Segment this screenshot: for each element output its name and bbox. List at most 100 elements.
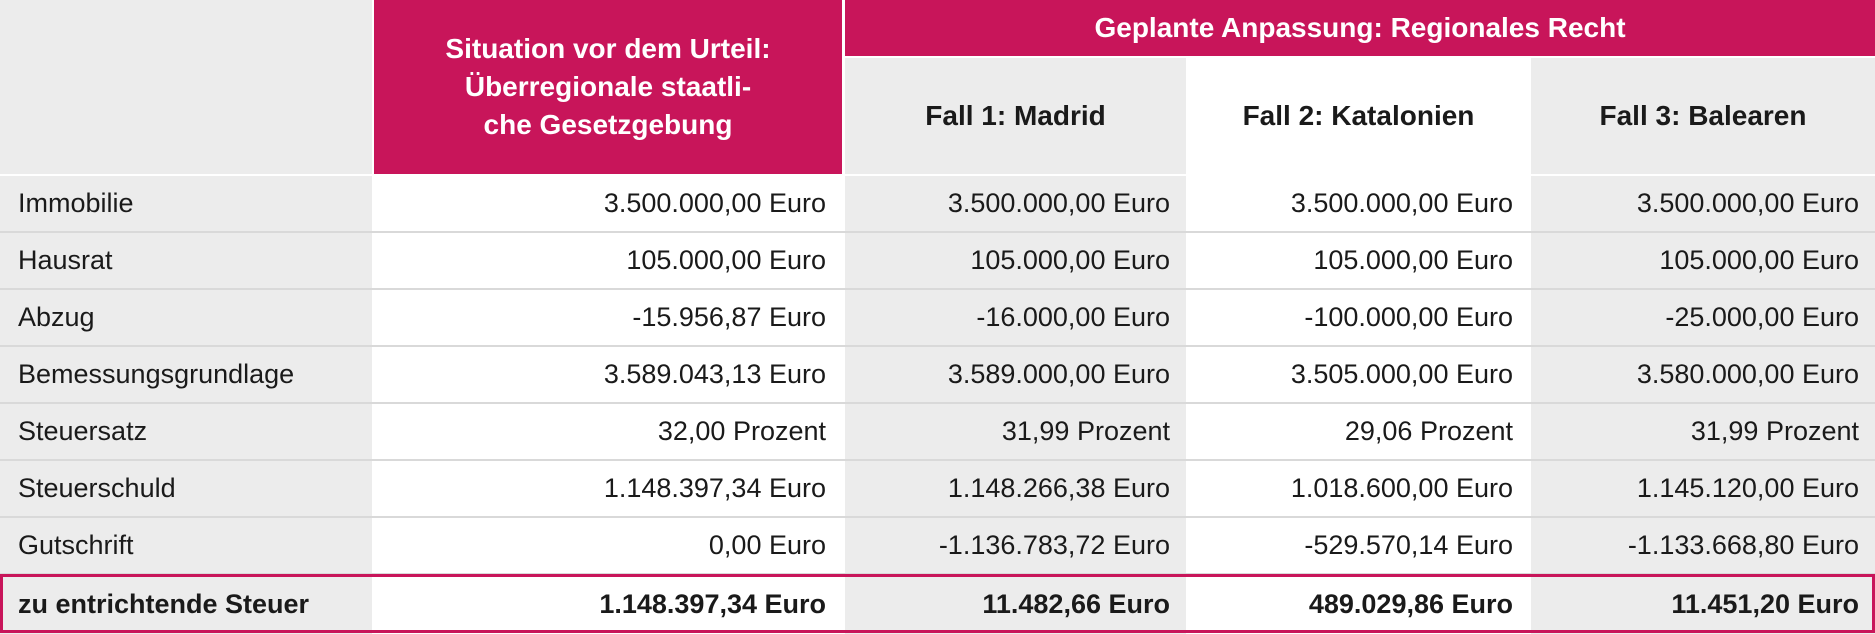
row-divider <box>0 288 1875 290</box>
row-value: 3.505.000,00 Euro <box>1290 359 1513 389</box>
row-value: -15.956,87 Euro <box>632 302 826 332</box>
row-value: 3.500.000,00 Euro <box>1636 188 1859 218</box>
row-value: 3.580.000,00 Euro <box>1636 359 1859 389</box>
total-value-cell: 1.148.397,34 Euro <box>374 575 842 634</box>
header-empty-cell <box>0 0 372 174</box>
header-situation-cell: Situation vor dem Urteil: Überregionale … <box>374 0 842 174</box>
value-cell: 3.500.000,00 Euro <box>845 176 1186 231</box>
row-divider <box>0 231 1875 233</box>
row-divider <box>0 402 1875 404</box>
row-value: 1.148.397,34 Euro <box>603 473 826 503</box>
total-value-cell: 11.451,20 Euro <box>1531 575 1875 634</box>
value-cell: -1.133.668,80 Euro <box>1531 518 1875 573</box>
row-value: -1.136.783,72 Euro <box>938 530 1170 560</box>
value-cell: 3.580.000,00 Euro <box>1531 347 1875 402</box>
row-value: 1.148.266,38 Euro <box>947 473 1170 503</box>
total-row-label-cell: zu entrichtende Steuer <box>0 575 372 634</box>
row-value: 1.145.120,00 Euro <box>1636 473 1859 503</box>
value-cell: -1.136.783,72 Euro <box>845 518 1186 573</box>
row-label: Steuerschuld <box>18 473 176 503</box>
row-label: Gutschrift <box>18 530 134 560</box>
row-divider <box>0 345 1875 347</box>
value-cell: 1.145.120,00 Euro <box>1531 461 1875 516</box>
value-cell: 105.000,00 Euro <box>1531 233 1875 288</box>
value-cell: 105.000,00 Euro <box>845 233 1186 288</box>
value-cell: 1.018.600,00 Euro <box>1188 461 1529 516</box>
row-value: 105.000,00 Euro <box>970 245 1170 275</box>
total-value: 11.451,20 Euro <box>1671 589 1859 619</box>
header-situation-line-2: Überregionale staatli- <box>464 71 752 102</box>
row-value: 105.000,00 Euro <box>1659 245 1859 275</box>
row-label-cell: Bemessungsgrundlage <box>0 347 372 402</box>
row-value: 105.000,00 Euro <box>626 245 826 275</box>
row-label: Bemessungsgrundlage <box>18 359 295 389</box>
row-value: 105.000,00 Euro <box>1313 245 1513 275</box>
row-label-cell: Hausrat <box>0 233 372 288</box>
row-value: 29,06 Prozent <box>1344 416 1513 446</box>
row-label: Immobilie <box>18 188 134 218</box>
row-label: Hausrat <box>18 245 113 275</box>
value-cell: -15.956,87 Euro <box>374 290 842 345</box>
value-cell: 1.148.397,34 Euro <box>374 461 842 516</box>
total-value-cell: 489.029,86 Euro <box>1188 575 1529 634</box>
header-situation-line-3: che Gesetzgebung <box>483 109 733 140</box>
row-label-cell: Immobilie <box>0 176 372 231</box>
value-cell: 105.000,00 Euro <box>374 233 842 288</box>
value-cell: 29,06 Prozent <box>1188 404 1529 459</box>
total-value: 1.148.397,34 Euro <box>599 589 826 619</box>
value-cell: 105.000,00 Euro <box>1188 233 1529 288</box>
row-value: 3.589.043,13 Euro <box>603 359 826 389</box>
total-value: 11.482,66 Euro <box>982 589 1170 619</box>
row-label-cell: Gutschrift <box>0 518 372 573</box>
header-case-1-cell: Fall 1: Madrid <box>845 58 1186 174</box>
value-cell: -100.000,00 Euro <box>1188 290 1529 345</box>
value-cell: 3.500.000,00 Euro <box>1531 176 1875 231</box>
header-case-1-label: Fall 1: Madrid <box>925 100 1106 131</box>
header-group-cell: Geplante Anpassung: Regionales Recht <box>845 0 1875 56</box>
row-value: -25.000,00 Euro <box>1665 302 1859 332</box>
value-cell: 3.500.000,00 Euro <box>374 176 842 231</box>
row-value: -529.570,14 Euro <box>1304 530 1513 560</box>
value-cell: 3.589.000,00 Euro <box>845 347 1186 402</box>
header-case-2-label: Fall 2: Katalonien <box>1242 100 1475 131</box>
row-divider <box>0 516 1875 518</box>
value-cell: 0,00 Euro <box>374 518 842 573</box>
row-label: Abzug <box>18 302 95 332</box>
value-cell: 31,99 Prozent <box>1531 404 1875 459</box>
row-value: 3.589.000,00 Euro <box>947 359 1170 389</box>
row-label-cell: Abzug <box>0 290 372 345</box>
row-value: 1.018.600,00 Euro <box>1290 473 1513 503</box>
row-divider <box>0 459 1875 461</box>
row-value: 3.500.000,00 Euro <box>1290 188 1513 218</box>
row-value: 31,99 Prozent <box>1690 416 1859 446</box>
value-cell: -529.570,14 Euro <box>1188 518 1529 573</box>
row-value: -100.000,00 Euro <box>1304 302 1513 332</box>
header-case-3-cell: Fall 3: Balearen <box>1531 58 1875 174</box>
row-label-cell: Steuerschuld <box>0 461 372 516</box>
value-cell: 31,99 Prozent <box>845 404 1186 459</box>
header-situation-line-1: Situation vor dem Urteil: <box>445 33 771 64</box>
value-cell: -16.000,00 Euro <box>845 290 1186 345</box>
header-case-2-cell: Fall 2: Katalonien <box>1188 58 1529 174</box>
row-value: 3.500.000,00 Euro <box>947 188 1170 218</box>
row-value: -1.133.668,80 Euro <box>1627 530 1859 560</box>
row-value: 31,99 Prozent <box>1001 416 1170 446</box>
value-cell: 32,00 Prozent <box>374 404 842 459</box>
row-label-cell: Steuersatz <box>0 404 372 459</box>
value-cell: 3.589.043,13 Euro <box>374 347 842 402</box>
row-value: -16.000,00 Euro <box>976 302 1170 332</box>
row-value: 0,00 Euro <box>708 530 826 560</box>
total-value-cell: 11.482,66 Euro <box>845 575 1186 634</box>
value-cell: -25.000,00 Euro <box>1531 290 1875 345</box>
total-row-label: zu entrichtende Steuer <box>18 589 310 619</box>
row-label: Steuersatz <box>18 416 148 446</box>
header-case-3-label: Fall 3: Balearen <box>1599 100 1807 131</box>
row-value: 32,00 Prozent <box>657 416 826 446</box>
row-value: 3.500.000,00 Euro <box>603 188 826 218</box>
total-value: 489.029,86 Euro <box>1308 589 1513 619</box>
value-cell: 3.505.000,00 Euro <box>1188 347 1529 402</box>
value-cell: 1.148.266,38 Euro <box>845 461 1186 516</box>
value-cell: 3.500.000,00 Euro <box>1188 176 1529 231</box>
header-group-label: Geplante Anpassung: Regionales Recht <box>1094 12 1626 43</box>
